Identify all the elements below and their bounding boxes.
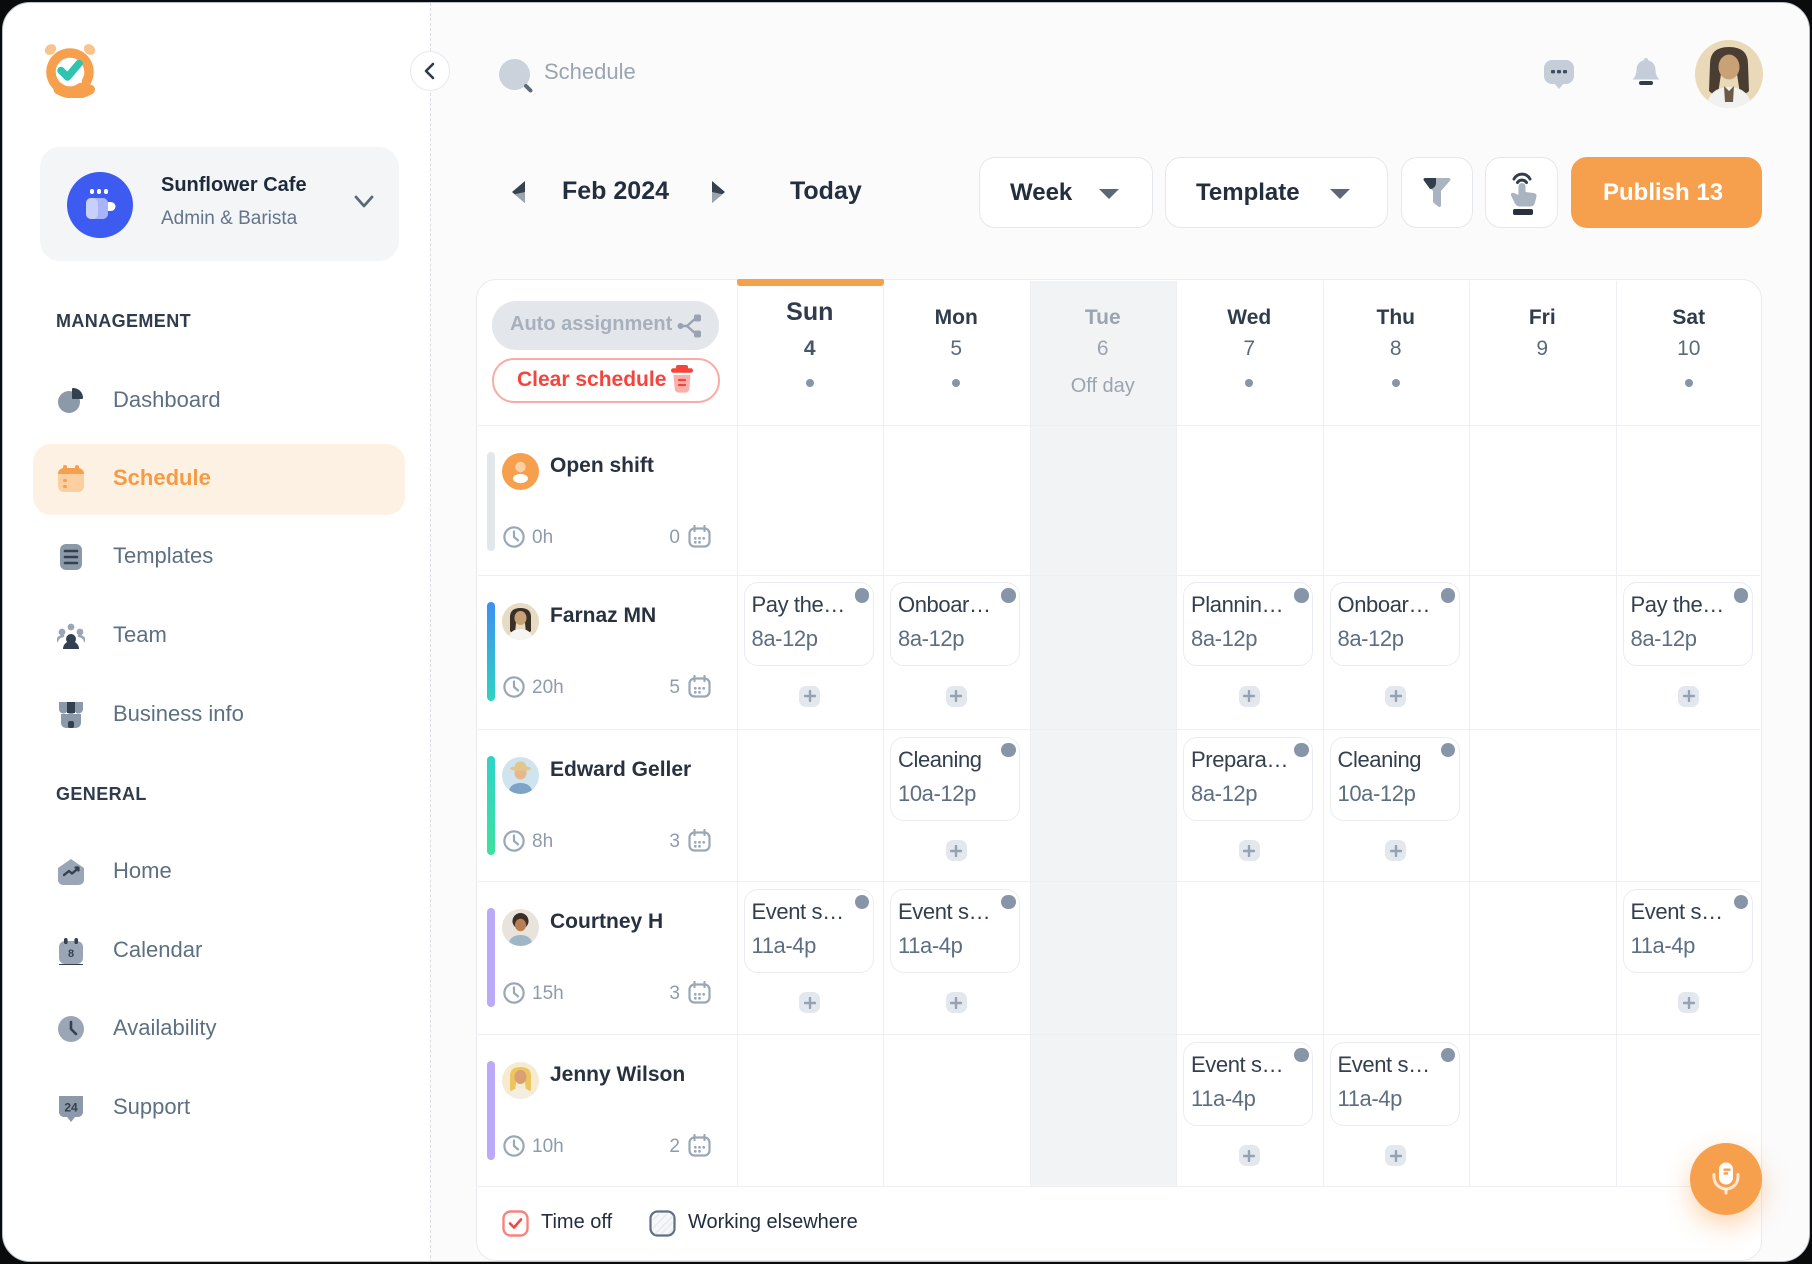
svg-text:24: 24 (64, 1101, 78, 1115)
svg-text:8: 8 (68, 948, 74, 960)
